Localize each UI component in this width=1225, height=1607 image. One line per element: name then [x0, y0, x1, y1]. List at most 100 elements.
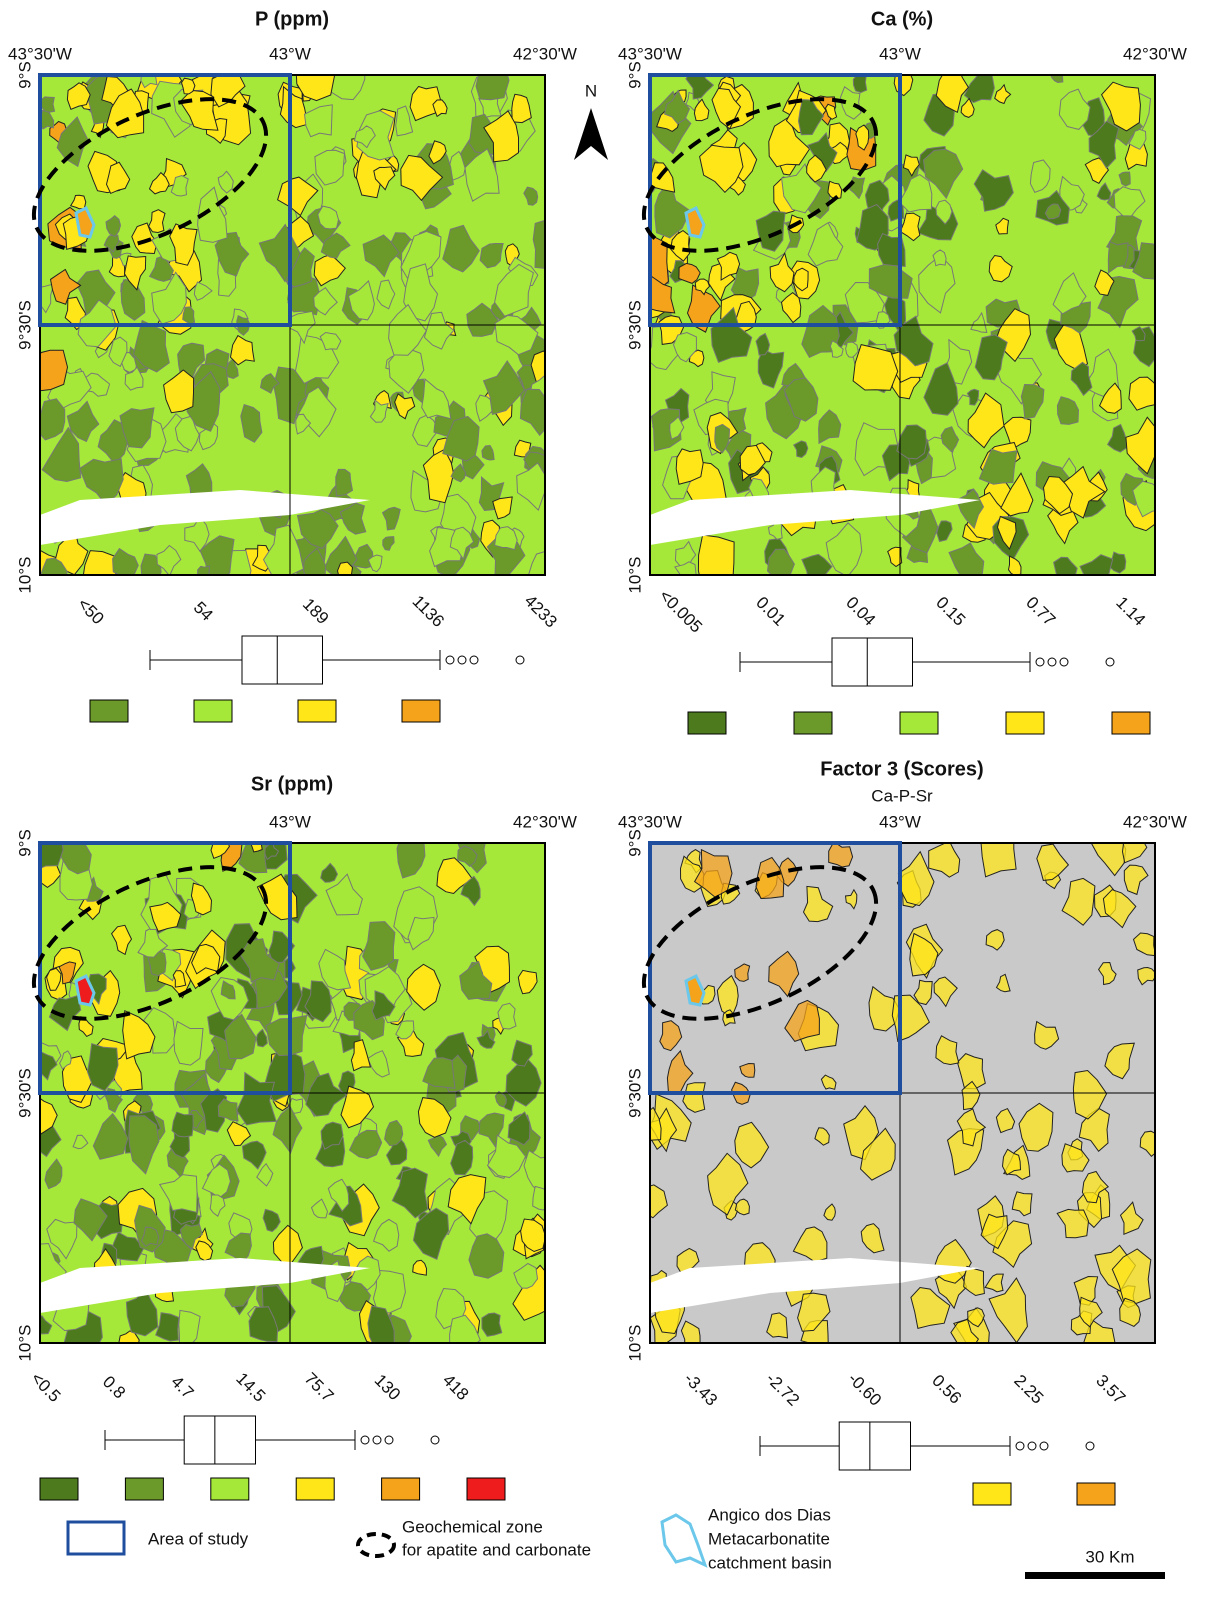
- lat-label: 10°S: [15, 556, 34, 593]
- class-swatch: [900, 712, 938, 734]
- class-break: -3.43: [680, 1369, 721, 1410]
- class-swatch: [90, 700, 128, 722]
- map-body: [636, 821, 1160, 1360]
- outlier: [431, 1436, 439, 1444]
- outlier: [1040, 1442, 1048, 1450]
- class-swatch: [1006, 712, 1044, 734]
- class-swatch: [211, 1478, 249, 1500]
- lat-label: 9°30'S: [15, 1068, 34, 1118]
- lat-label: 9°S: [625, 829, 644, 857]
- outlier: [1016, 1442, 1024, 1450]
- class-break: 418: [439, 1371, 472, 1404]
- lon-label: 42°30'W: [1123, 812, 1187, 831]
- panel-title: P (ppm): [255, 8, 329, 30]
- class-break: 0.04: [842, 593, 879, 630]
- catchment: [476, 58, 509, 100]
- panel-title: Ca (%): [871, 8, 933, 30]
- outlier: [1106, 658, 1114, 666]
- catchment: [172, 1112, 193, 1137]
- class-break: 0.01: [752, 593, 789, 630]
- lon-label: 43°30'W: [618, 812, 682, 831]
- class-break: 75.7: [301, 1369, 338, 1406]
- catchment: [25, 350, 68, 391]
- class-break: -2.72: [762, 1369, 803, 1410]
- class-swatch: [382, 1478, 420, 1500]
- class-break: 54: [190, 598, 217, 625]
- class-swatch: [125, 1478, 163, 1500]
- lon-label: 42°30'W: [1123, 44, 1187, 63]
- panel-subtitle: Ca-P-Sr: [871, 786, 933, 805]
- map-panel: Factor 3 (Scores) Ca-P-Sr 43°30'W 43°W 42°30…: [618, 758, 1187, 1505]
- legend: Area of study Geochemical zone for apati…: [68, 1505, 1165, 1579]
- panel-title: Factor 3 (Scores): [820, 758, 983, 780]
- class-swatch: [688, 712, 726, 734]
- outlier: [1060, 658, 1068, 666]
- class-break: <0.005: [655, 586, 706, 637]
- lat-label: 9°S: [625, 61, 644, 89]
- class-break: 4.7: [167, 1372, 197, 1402]
- boxplot: [760, 1422, 1094, 1470]
- class-swatch: [794, 712, 832, 734]
- lat-label: 9°S: [15, 61, 34, 89]
- outlier: [1048, 658, 1056, 666]
- box: [184, 1416, 255, 1464]
- outlier: [470, 656, 478, 664]
- class-swatch: [40, 1478, 78, 1500]
- lon-label: 43°30'W: [618, 44, 682, 63]
- outlier: [446, 656, 454, 664]
- class-break: 3.57: [1092, 1371, 1129, 1408]
- catchment: [482, 1313, 502, 1336]
- north-arrow: N: [574, 81, 608, 160]
- lon-label: 42°30'W: [513, 812, 577, 831]
- legend-basin: Angico dos Dias: [708, 1505, 831, 1524]
- legend-zone: for apatite and carbonate: [402, 1540, 591, 1559]
- class-swatch: [298, 700, 336, 722]
- class-break: 0.56: [928, 1371, 965, 1408]
- class-break: 130: [371, 1371, 404, 1404]
- class-break: <0.5: [27, 1369, 64, 1406]
- outlier: [1028, 1442, 1036, 1450]
- lat-label: 10°S: [15, 1324, 34, 1361]
- box: [832, 638, 913, 686]
- catchment: [981, 821, 1016, 877]
- class-break: -0.60: [844, 1369, 885, 1410]
- lon-label: 43°30'W: [8, 44, 72, 63]
- basin-icon: [662, 1515, 705, 1565]
- lat-label: 9°30'S: [625, 1068, 644, 1118]
- class-swatch: [1112, 712, 1150, 734]
- class-swatch: [973, 1483, 1011, 1505]
- class-break: 1136: [409, 592, 448, 631]
- legend-basin: catchment basin: [708, 1553, 832, 1572]
- legend-area: Area of study: [148, 1529, 249, 1548]
- legend-basin: Metacarbonatite: [708, 1529, 830, 1548]
- lat-label: 9°S: [15, 829, 34, 857]
- boxplot: [740, 638, 1114, 686]
- class-break: 0.15: [932, 593, 969, 630]
- map-panel: Ca (%)43°30'W43°W42°30'W9°S9°30'S10°S<0.…: [618, 8, 1187, 734]
- lon-label: 43°W: [879, 812, 921, 831]
- map-panel: P (ppm)43°30'W43°W42°30'W9°S9°30'S10°S<5…: [8, 8, 577, 722]
- catchment: [698, 535, 734, 591]
- class-break: 189: [299, 595, 332, 628]
- north-label: N: [585, 81, 597, 100]
- outlier: [361, 1436, 369, 1444]
- scale-bar: [1025, 1572, 1165, 1579]
- outlier: [1036, 658, 1044, 666]
- class-break: 2.25: [1010, 1371, 1047, 1408]
- catchment: [182, 78, 195, 94]
- area-icon: [68, 1522, 124, 1554]
- class-break: 0.8: [99, 1372, 129, 1402]
- box: [839, 1422, 910, 1470]
- figure: N Area of study Geochemical zone for apa…: [0, 0, 1225, 1607]
- class-swatch: [467, 1478, 505, 1500]
- zone-icon: [358, 1534, 394, 1556]
- catchment: [336, 469, 353, 496]
- catchment: [964, 69, 994, 103]
- outlier: [516, 656, 524, 664]
- class-break: 14.5: [232, 1369, 269, 1406]
- outlier: [1086, 1442, 1094, 1450]
- class-break: 4233: [521, 591, 561, 631]
- outlier: [385, 1436, 393, 1444]
- class-break: 1.14: [1112, 593, 1149, 630]
